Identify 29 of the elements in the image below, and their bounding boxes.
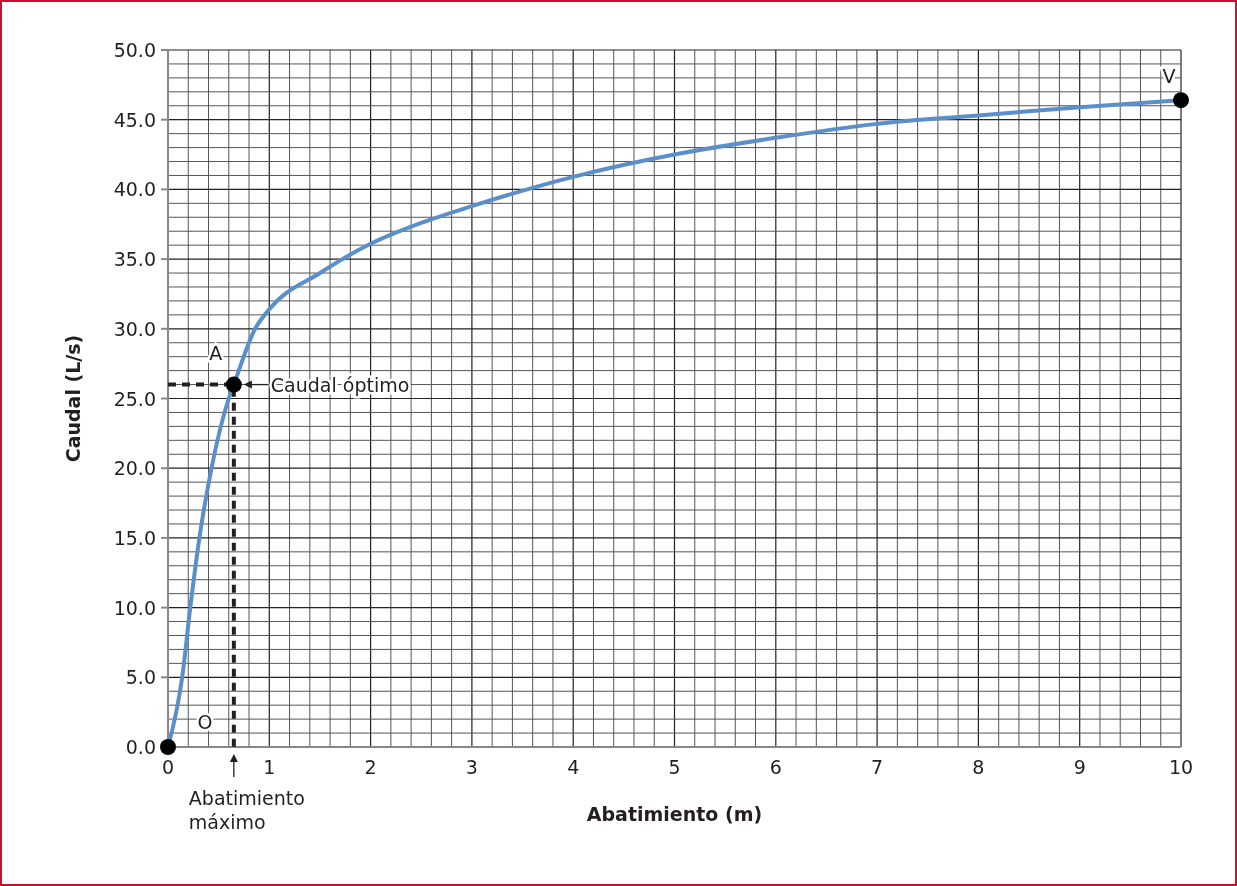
x-tick-label: 5 [668,756,681,778]
y-tick-label: 35.0 [113,248,156,271]
y-tick-label: 30.0 [113,317,156,340]
x-tick-label: 10 [1168,756,1194,778]
x-tick-label: 8 [972,756,985,778]
x-tick-label: 6 [769,756,782,778]
x-tick-label: 1 [263,756,276,778]
y-axis-title: Caudal (L/s) [62,334,84,463]
y-tick-label: 25.0 [113,387,156,410]
x-tick-label: 0 [161,756,175,778]
annotation: V [1162,65,1176,88]
y-tick-label: 5.0 [125,666,156,689]
y-tick-label: 10.0 [113,596,156,619]
x-tick-label: 2 [364,756,377,778]
y-tick-label: 40.0 [113,178,156,201]
point [160,739,176,755]
annotation: Abatimiento máximo [188,787,305,833]
x-tick-label: 9 [1073,756,1086,778]
y-tick-label: 20.0 [113,457,156,480]
x-tick-label: 3 [465,756,478,778]
y-tick-label: 50.0 [113,39,156,61]
point [1173,92,1189,109]
x-tick-label: 4 [567,756,580,778]
y-tick-label: 15.0 [113,526,156,549]
x-axis-title: Abatimiento (m) [586,803,763,825]
y-tick-label: 45.0 [113,108,156,131]
x-tick-label: 7 [871,756,884,778]
y-tick-label: 0.0 [125,736,156,758]
point [225,376,242,393]
